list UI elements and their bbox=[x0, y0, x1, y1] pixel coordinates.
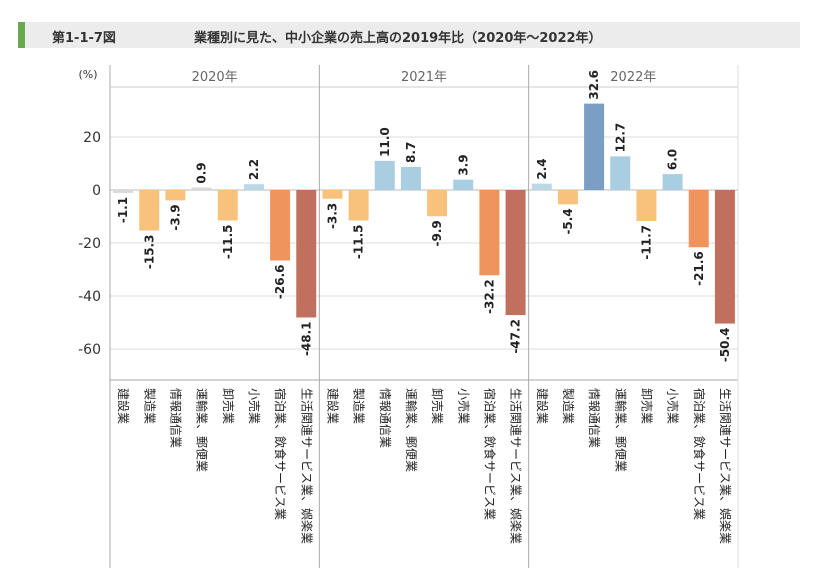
y-tick-label: -20 bbox=[78, 236, 101, 252]
bar bbox=[296, 190, 317, 318]
value-label: -47.2 bbox=[509, 319, 523, 354]
panel-title: 2021年 bbox=[401, 70, 447, 85]
bar bbox=[374, 160, 395, 190]
bar bbox=[243, 184, 264, 190]
category-label: 建設業 bbox=[535, 388, 550, 424]
bar bbox=[348, 190, 369, 221]
bar bbox=[479, 190, 500, 276]
bar bbox=[400, 166, 421, 190]
value-label: 6.0 bbox=[666, 149, 680, 170]
value-label: 11.0 bbox=[378, 127, 392, 157]
value-label: 32.6 bbox=[587, 70, 601, 100]
value-label: 3.9 bbox=[456, 154, 470, 175]
category-label: 製造業 bbox=[142, 388, 156, 424]
category-label: 運輸業、郵便業 bbox=[613, 388, 628, 472]
value-label: 8.7 bbox=[404, 142, 418, 163]
value-label: -21.6 bbox=[692, 251, 706, 286]
bar bbox=[191, 187, 212, 190]
value-label: 2.4 bbox=[535, 158, 549, 179]
bar bbox=[531, 183, 552, 190]
category-label: 生活関連サービス業、娯楽業 bbox=[509, 388, 523, 544]
value-label: 12.7 bbox=[613, 123, 627, 153]
category-label: 小売業 bbox=[666, 388, 681, 424]
value-label: -3.9 bbox=[168, 204, 182, 230]
category-label: 小売業 bbox=[247, 388, 262, 424]
figure-id: 第1-1-7図 bbox=[52, 31, 116, 46]
value-label: -5.4 bbox=[561, 208, 575, 234]
value-label: 2.2 bbox=[247, 159, 261, 180]
bar bbox=[270, 190, 291, 261]
y-tick-label: 0 bbox=[92, 183, 101, 199]
figure-header: 第1-1-7図 業種別に見た、中小企業の売上高の2019年比（2020年～202… bbox=[18, 22, 800, 48]
category-label: 宿泊業、飲食サービス業 bbox=[273, 388, 288, 520]
bar bbox=[505, 190, 526, 316]
category-label: 建設業 bbox=[116, 388, 131, 424]
bar bbox=[636, 190, 657, 222]
value-label: -26.6 bbox=[273, 264, 287, 299]
bar bbox=[427, 190, 448, 217]
category-label: 生活関連サービス業、娯楽業 bbox=[299, 388, 313, 544]
category-label: 卸売業 bbox=[639, 388, 654, 424]
panel-title: 2020年 bbox=[192, 70, 238, 85]
panel-title: 2022年 bbox=[610, 70, 656, 85]
category-label: 宿泊業、飲食サービス業 bbox=[482, 388, 497, 520]
bar bbox=[714, 190, 735, 324]
category-label: 運輸業、郵便業 bbox=[404, 388, 419, 472]
header-accent-bar bbox=[18, 22, 25, 48]
y-tick-label: 20 bbox=[83, 130, 101, 146]
bar bbox=[453, 179, 474, 190]
bar bbox=[139, 190, 160, 231]
category-label: 運輸業、郵便業 bbox=[195, 388, 210, 472]
category-label: 生活関連サービス業、娯楽業 bbox=[718, 388, 732, 544]
bar bbox=[217, 190, 238, 221]
value-label: -15.3 bbox=[142, 235, 156, 270]
category-label: 情報通信業 bbox=[378, 388, 392, 448]
value-label: -1.1 bbox=[116, 197, 130, 223]
category-label: 建設業 bbox=[325, 388, 340, 424]
y-unit-label: (%) bbox=[78, 68, 97, 81]
figure-title: 業種別に見た、中小企業の売上高の2019年比（2020年～2022年） bbox=[194, 31, 602, 46]
value-label: -50.4 bbox=[718, 328, 732, 363]
bar bbox=[165, 190, 186, 201]
category-label: 宿泊業、飲食サービス業 bbox=[692, 388, 707, 520]
bar bbox=[322, 190, 343, 199]
value-label: -9.9 bbox=[430, 220, 444, 246]
y-tick-label: -40 bbox=[78, 289, 101, 305]
category-label: 小売業 bbox=[456, 388, 471, 424]
bar bbox=[557, 190, 578, 205]
value-label: -3.3 bbox=[325, 203, 339, 229]
category-label: 製造業 bbox=[561, 388, 575, 424]
value-label: -11.5 bbox=[221, 224, 235, 259]
value-label: -11.7 bbox=[639, 225, 653, 260]
value-label: -48.1 bbox=[299, 321, 313, 356]
bar bbox=[662, 174, 683, 190]
bar bbox=[584, 103, 605, 190]
value-label: -11.5 bbox=[352, 224, 366, 259]
value-label: 0.9 bbox=[195, 162, 209, 183]
bar bbox=[688, 190, 709, 248]
category-label: 卸売業 bbox=[430, 388, 445, 424]
y-tick-label: -60 bbox=[78, 342, 101, 358]
category-label: 製造業 bbox=[352, 388, 366, 424]
bar bbox=[113, 190, 134, 193]
category-label: 情報通信業 bbox=[587, 388, 601, 448]
bar bbox=[610, 156, 631, 190]
category-label: 情報通信業 bbox=[168, 388, 182, 448]
value-label: -32.2 bbox=[482, 279, 496, 314]
category-label: 卸売業 bbox=[221, 388, 236, 424]
